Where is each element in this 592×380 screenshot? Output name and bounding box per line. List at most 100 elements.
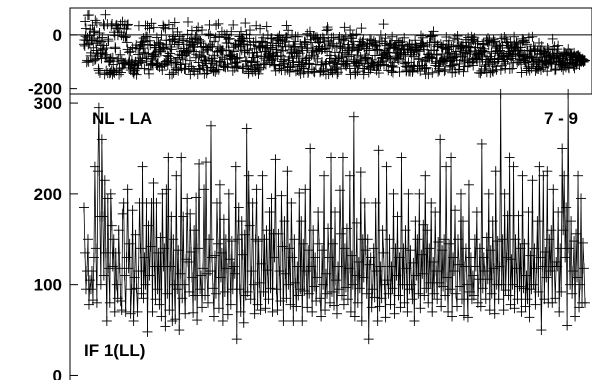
residual-point — [356, 23, 367, 34]
amplitude-point — [455, 188, 466, 199]
residual-point — [197, 60, 208, 71]
residual-point — [122, 44, 133, 55]
amplitude-point — [519, 238, 530, 249]
amplitude-point — [97, 211, 108, 222]
amplitude-point — [507, 279, 518, 290]
amplitude-point — [440, 290, 451, 301]
amplitude-point — [318, 279, 329, 290]
residual-point — [423, 69, 434, 80]
amplitude-point — [225, 299, 236, 310]
residual-point — [283, 40, 294, 51]
residual-point — [352, 66, 363, 77]
residual-point — [98, 40, 109, 51]
amplitude-point — [517, 170, 528, 181]
residual-point — [226, 26, 237, 37]
amplitude-point — [560, 252, 571, 263]
residual-point — [427, 67, 438, 78]
amplitude-point — [327, 286, 338, 297]
amplitude-point — [420, 170, 431, 181]
amplitude-point — [545, 266, 556, 277]
amplitude-point — [496, 279, 507, 290]
residual-point — [141, 53, 152, 64]
amplitude-point — [468, 290, 479, 301]
amplitude-point — [381, 161, 392, 172]
amplitude-point — [220, 234, 231, 245]
amplitude-point — [411, 270, 422, 281]
residual-point — [247, 66, 258, 77]
amplitude-point — [87, 295, 98, 306]
amplitude-point — [490, 166, 501, 177]
residual-point — [166, 44, 177, 55]
amplitude-point — [559, 170, 570, 181]
residual-point — [255, 42, 266, 53]
amplitude-point — [273, 228, 284, 239]
amplitude-point — [99, 175, 110, 186]
residual-point — [310, 59, 321, 70]
amplitude-point — [531, 263, 542, 274]
residual-point — [361, 43, 372, 54]
residual-point — [100, 49, 111, 60]
residual-point — [414, 46, 425, 57]
residual-point — [327, 40, 338, 51]
residual-y-tick-label: -200 — [28, 80, 62, 99]
amplitude-point — [150, 294, 161, 305]
residual-point — [403, 57, 414, 68]
residual-point — [142, 20, 153, 31]
residual-point — [479, 46, 490, 57]
amplitude-point — [295, 284, 306, 295]
residual-point — [322, 46, 333, 57]
amplitude-point — [534, 161, 545, 172]
amplitude-point — [283, 279, 294, 290]
amplitude-point — [130, 229, 141, 240]
amplitude-point — [439, 234, 450, 245]
amplitude-point — [186, 246, 197, 257]
residual-point — [253, 68, 264, 79]
residual-point — [558, 64, 569, 75]
residual-point — [121, 37, 132, 48]
amplitude-point — [312, 272, 323, 283]
residual-point — [361, 52, 372, 63]
residual-point — [431, 50, 442, 61]
amplitude-point — [530, 299, 541, 310]
amplitude-point — [349, 311, 360, 322]
amplitude-point — [426, 197, 437, 208]
residual-point — [364, 34, 375, 45]
residual-point — [165, 41, 176, 52]
amplitude-point — [529, 243, 540, 254]
amplitude-point — [154, 299, 165, 310]
amplitude-point — [164, 305, 175, 316]
amplitude-point — [199, 184, 210, 195]
residual-point — [563, 44, 574, 55]
residual-point — [400, 51, 411, 62]
amplitude-point — [166, 211, 177, 222]
amplitude-point — [394, 252, 405, 263]
amplitude-point — [167, 315, 178, 326]
amplitude-point — [460, 243, 471, 254]
residual-point — [308, 66, 319, 77]
amplitude-point — [326, 152, 337, 163]
amplitude-point — [258, 286, 269, 297]
residual-point — [163, 19, 174, 30]
amplitude-point — [337, 152, 348, 163]
residual-point — [153, 37, 164, 48]
residual-point — [524, 51, 535, 62]
residual-point — [278, 45, 289, 56]
residual-point — [203, 42, 214, 53]
residual-point — [80, 16, 91, 27]
residual-point — [119, 58, 130, 69]
amplitude-point — [486, 288, 497, 299]
residual-point — [161, 39, 172, 50]
residual-point — [378, 19, 389, 30]
residual-point — [294, 48, 305, 59]
residual-point — [120, 32, 131, 43]
amplitude-point — [230, 161, 241, 172]
amplitude-point — [498, 305, 509, 316]
amplitude-point — [304, 288, 315, 299]
residual-point — [517, 36, 528, 47]
amplitude-series-line — [83, 93, 586, 340]
amplitude-point — [399, 297, 410, 308]
residual-point — [144, 23, 155, 34]
residual-point — [244, 25, 255, 36]
amplitude-point — [353, 256, 364, 267]
amplitude-point — [256, 258, 267, 269]
